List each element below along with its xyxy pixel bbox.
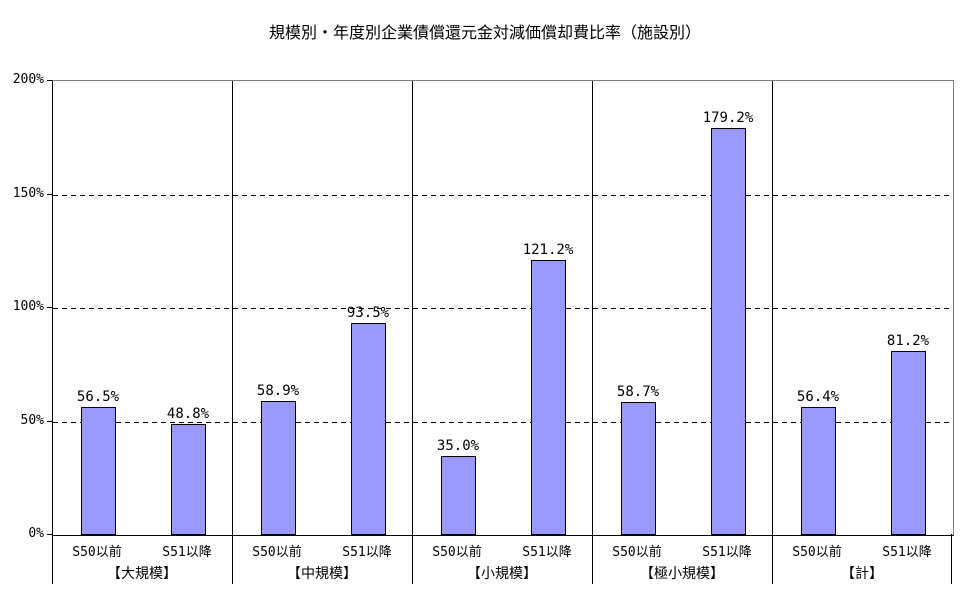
label-area-divider bbox=[52, 534, 53, 584]
label-area-divider bbox=[232, 534, 233, 584]
group-label: 【小規模】 bbox=[467, 566, 537, 582]
bar-【極小規模】-S51以降 bbox=[710, 128, 746, 535]
label-area-divider bbox=[772, 534, 773, 584]
category-label: S50以前 bbox=[792, 545, 842, 560]
bar-value-label: 56.5% bbox=[76, 388, 120, 405]
bar-【中規模】-S50以前 bbox=[260, 401, 296, 535]
bar-value-label: 121.2% bbox=[522, 241, 574, 258]
bar-value-label: 58.9% bbox=[256, 383, 300, 400]
group-divider bbox=[412, 81, 413, 535]
plot-area: 56.5% 48.8% 58.9% 93.5% 35.0% 121.2% 58.7% 179.… bbox=[52, 80, 954, 536]
y-tick-label-100%: 100% bbox=[12, 299, 44, 314]
category-label: S50以前 bbox=[72, 545, 122, 560]
y-tick-mark bbox=[47, 80, 52, 81]
category-label: S51以降 bbox=[882, 545, 932, 560]
gridline-50 bbox=[53, 421, 953, 423]
bar-value-label: 81.2% bbox=[886, 332, 930, 349]
y-tick-label-150%: 150% bbox=[12, 185, 44, 201]
y-tick-mark bbox=[47, 193, 52, 195]
label-area-divider bbox=[951, 534, 952, 584]
bar-【小規模】-S50以前 bbox=[440, 455, 476, 535]
category-label: S51以降 bbox=[342, 545, 392, 560]
category-label: S50以前 bbox=[612, 545, 662, 560]
group-label: 【極小規模】 bbox=[640, 566, 724, 582]
gridline-150 bbox=[53, 194, 953, 196]
bar-value-label: 48.8% bbox=[166, 406, 210, 423]
bar-value-label: 35.0% bbox=[436, 437, 480, 454]
category-label: S51以降 bbox=[702, 545, 752, 560]
bar-【大規模】-S51以降 bbox=[170, 424, 206, 535]
y-tick-mark bbox=[47, 420, 52, 422]
y-tick-label-200%: 200% bbox=[12, 72, 44, 87]
group-divider bbox=[772, 81, 773, 535]
group-label: 【中規模】 bbox=[287, 566, 357, 582]
gridline-100 bbox=[53, 308, 953, 309]
category-label: S51以降 bbox=[162, 545, 212, 560]
bar-value-label: 56.4% bbox=[796, 388, 840, 405]
bar-【計】-S50以前 bbox=[800, 406, 836, 535]
category-label: S51以降 bbox=[522, 545, 572, 560]
bar-【小規模】-S51以降 bbox=[530, 259, 566, 535]
bar-【極小規模】-S50以前 bbox=[620, 401, 656, 535]
group-label: 【大規模】 bbox=[107, 566, 177, 582]
y-tick-label-50%: 50% bbox=[20, 412, 44, 428]
y-tick-mark bbox=[47, 534, 52, 535]
bar-value-label: 58.7% bbox=[616, 383, 660, 400]
category-label: S50以前 bbox=[432, 545, 482, 560]
group-divider bbox=[592, 81, 593, 535]
y-tick-mark bbox=[47, 307, 52, 308]
bar-【計】-S51以降 bbox=[890, 350, 926, 535]
group-label: 【計】 bbox=[841, 566, 883, 582]
bar-value-label: 179.2% bbox=[702, 110, 754, 127]
bar-value-label: 93.5% bbox=[346, 304, 390, 321]
bar-【中規模】-S51以降 bbox=[350, 322, 386, 535]
y-tick-label-0%: 0% bbox=[28, 526, 44, 541]
bar-【大規模】-S50以前 bbox=[80, 406, 116, 535]
label-area-divider bbox=[412, 534, 413, 584]
group-divider bbox=[232, 81, 233, 535]
label-area-divider bbox=[592, 534, 593, 584]
category-label: S50以前 bbox=[252, 545, 302, 560]
chart-title: 規模別・年度別企業債償還元金対減価償却費比率（施設別） bbox=[268, 23, 701, 42]
